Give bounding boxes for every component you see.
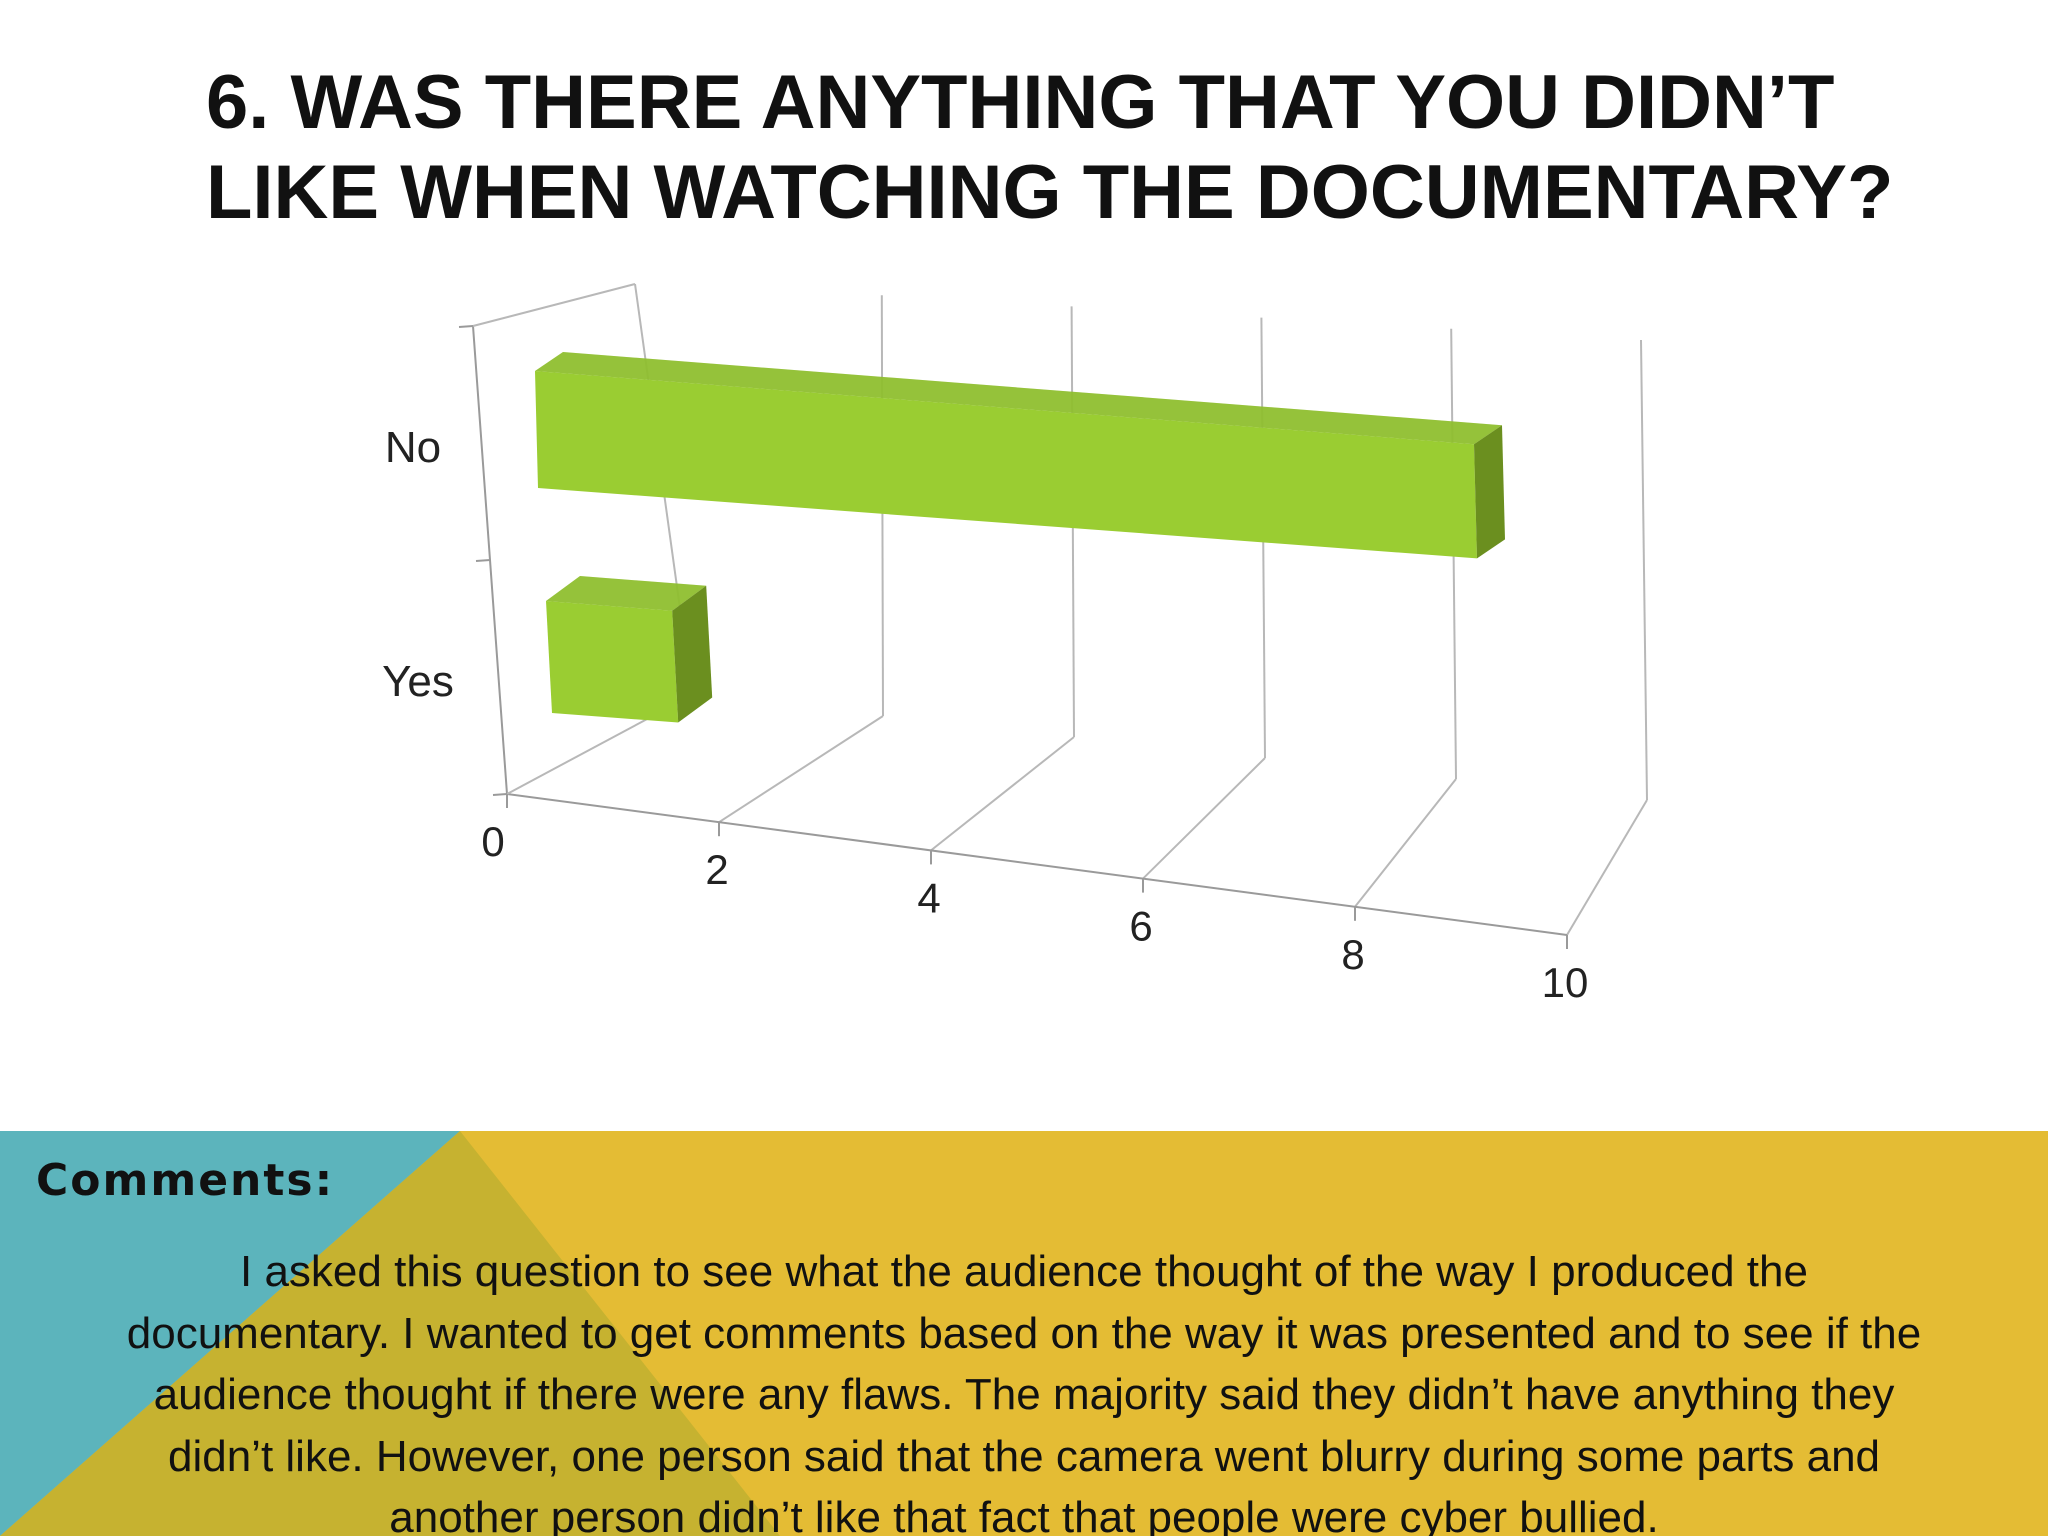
comments-body: I asked this question to see what the au… — [12, 1241, 2036, 1536]
slide-title-line-2: LIKE WHEN WATCHING THE DOCUMENTARY? — [206, 150, 1894, 235]
bar-yes — [546, 576, 713, 723]
bar-top-shade — [546, 576, 707, 611]
bar-top-face — [546, 576, 707, 611]
x-tick-labels: 0 2 4 6 8 10 — [481, 818, 1588, 1006]
y-axis-tick — [492, 793, 508, 796]
bar-end-face — [1474, 425, 1505, 559]
comments-heading: Comments: — [36, 1155, 335, 1206]
category-labels: No Yes — [382, 423, 454, 706]
bar-top-face — [535, 352, 1502, 445]
wall-top-edge — [472, 283, 636, 327]
x-tick-label: 2 — [705, 846, 728, 893]
bar-front-face — [535, 371, 1477, 559]
bar-end-face — [672, 585, 713, 723]
wall-gridline — [1640, 339, 1648, 801]
floor-gridline — [1354, 778, 1457, 908]
y-axis-tick — [475, 559, 491, 562]
comments-line: didn’t like. However, one person said th… — [167, 1431, 1881, 1481]
floor-gridline — [1566, 799, 1648, 936]
x-tick-label: 10 — [1542, 959, 1589, 1006]
x-tick-label: 4 — [917, 874, 940, 921]
bar-chart: No Yes 0 2 4 6 8 10 — [382, 283, 1648, 1006]
comments-panel: Comments: I asked this question to see w… — [0, 1131, 2048, 1536]
chart-bars — [535, 352, 1505, 723]
category-label-yes: Yes — [382, 657, 454, 706]
slide-title: 6. WAS THERE ANYTHING THAT YOU DIDN’T LI… — [206, 58, 1906, 238]
bar-top-shade — [535, 352, 1502, 445]
floor-gridline — [1142, 757, 1266, 880]
category-label-no: No — [385, 423, 441, 472]
x-tick-label: 0 — [481, 818, 504, 865]
slide-title-line-1: 6. WAS THERE ANYTHING THAT YOU DIDN’T — [206, 60, 1835, 145]
floor-gridline — [930, 736, 1075, 852]
x-tick-label: 6 — [1129, 903, 1152, 950]
floor-gridline — [718, 715, 884, 824]
x-tick-label: 8 — [1341, 931, 1364, 978]
bar-no — [535, 352, 1505, 559]
y-axis-tick — [458, 325, 474, 328]
bar-front-face — [546, 601, 679, 723]
comments-line: documentary. I wanted to get comments ba… — [126, 1308, 1922, 1358]
comments-line: audience thought if there were any flaws… — [153, 1370, 1895, 1419]
comments-background — [0, 1131, 2048, 1536]
comments-line: I asked this question to see what the au… — [240, 1247, 1808, 1296]
comments-line: another person didn’t like that fact tha… — [389, 1493, 1659, 1536]
